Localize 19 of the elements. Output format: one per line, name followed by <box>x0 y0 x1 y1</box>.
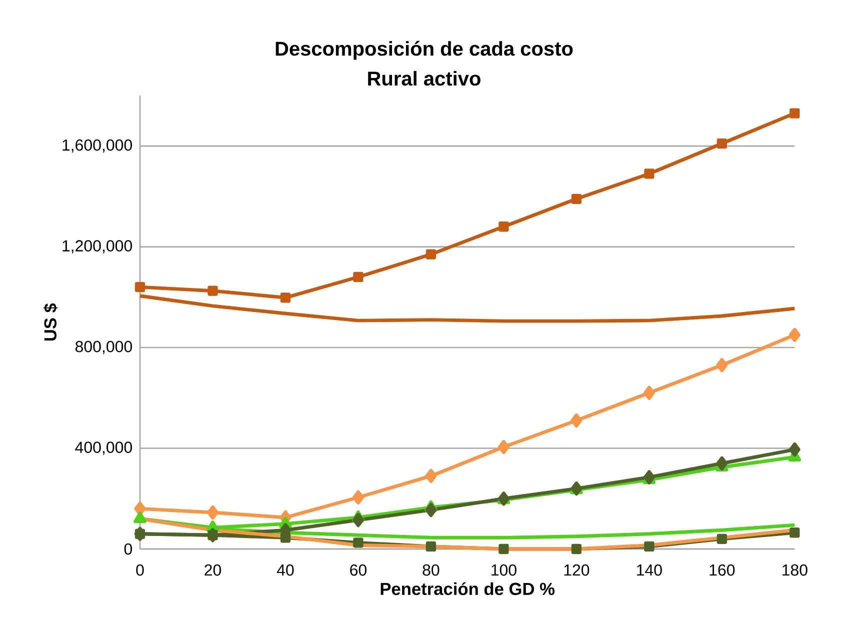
x-tick-label: 20 <box>204 564 222 576</box>
y-tick-label: 800,000 <box>75 340 132 354</box>
chart-title: Descomposición de cada costo <box>276 40 573 60</box>
x-tick-label: 100 <box>492 564 516 576</box>
x-tick-label: 40 <box>276 564 294 576</box>
y-axis-title: US $ <box>43 303 58 341</box>
y-tick-label: 1,200,000 <box>62 240 132 254</box>
chart-subtitle: Rural activo <box>368 70 480 86</box>
x-tick-label: 120 <box>564 564 590 576</box>
x-tick-label: 0 <box>136 564 144 576</box>
x-tick-label: 60 <box>350 564 366 576</box>
x-tick-label: 180 <box>782 564 808 576</box>
x-tick-label: 160 <box>710 564 735 576</box>
y-tick-label: 1,600,000 <box>62 139 132 153</box>
y-tick-label: 400,000 <box>75 442 132 455</box>
x-axis-title: Penetración de GD % <box>380 582 555 596</box>
x-tick-label: 140 <box>637 564 662 576</box>
x-tick-label: 80 <box>422 564 440 576</box>
y-tick-label: 0 <box>124 543 132 555</box>
